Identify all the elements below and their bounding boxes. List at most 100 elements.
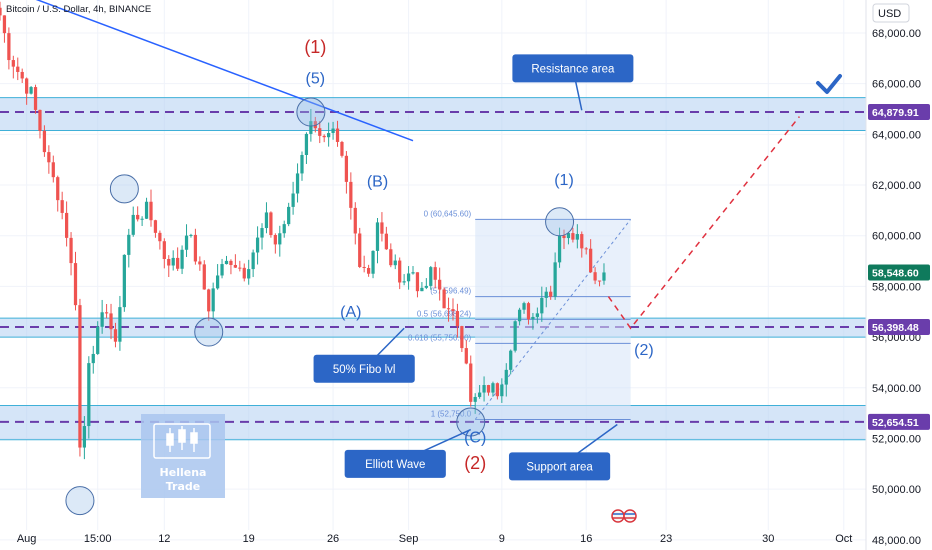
candle-body — [180, 249, 184, 269]
candle-body — [309, 121, 313, 134]
highlight-circle — [194, 317, 224, 347]
watermark-box — [141, 414, 225, 498]
badge-bg — [868, 104, 930, 121]
candle-body — [229, 260, 233, 265]
candle-body — [371, 250, 375, 274]
candle-body — [193, 234, 198, 262]
candle-body — [16, 66, 20, 72]
candle-body — [509, 350, 513, 370]
projection-path — [607, 116, 800, 330]
wave-label: (B) — [367, 173, 388, 190]
flag-icon — [611, 509, 637, 523]
y-tick-label: 54,000.00 — [872, 383, 921, 395]
chart-title: Bitcoin / U.S. Dollar, 4h, BINANCE — [6, 4, 151, 15]
candle-body — [513, 321, 517, 351]
candle-body — [433, 267, 437, 280]
candle-body — [211, 288, 215, 312]
candle-body — [544, 291, 548, 298]
currency-selector[interactable]: USD — [872, 3, 910, 23]
candle-body — [566, 233, 571, 239]
x-tick-label: 19 — [243, 533, 255, 545]
wave-label: (A) — [340, 304, 361, 321]
candle-body — [304, 133, 309, 155]
candle-body — [158, 232, 162, 242]
fibo-50-badge: 56,398.48 — [868, 318, 930, 335]
candle-body — [238, 267, 242, 269]
callout-text: Elliott Wave — [365, 459, 425, 471]
candle-body — [29, 87, 33, 94]
candle-body — [517, 309, 522, 322]
resistance-area-callout: Resistance area — [512, 54, 634, 111]
candle-body — [318, 128, 322, 136]
candle-body — [144, 201, 149, 219]
x-tick-label: 12 — [158, 533, 170, 545]
candle-body — [349, 181, 353, 208]
candles-icon — [153, 423, 211, 459]
y-tick-label: 50,000.00 — [872, 484, 921, 496]
candle-body — [384, 233, 388, 250]
y-tick-label: 60,000.00 — [872, 231, 921, 243]
highlight-circles — [65, 97, 575, 516]
callout-text: Resistance area — [531, 63, 615, 75]
callout-box — [508, 452, 611, 481]
candle-body — [273, 235, 277, 245]
candle-body — [278, 233, 282, 245]
candle-body — [251, 252, 255, 270]
candle-body — [415, 272, 420, 292]
y-tick-label: 62,000.00 — [872, 180, 921, 192]
wave-label: (1) — [554, 172, 574, 189]
candle-body — [282, 224, 286, 234]
candle-body — [242, 267, 246, 279]
x-tick-label: 30 — [762, 533, 774, 545]
candle-body — [224, 260, 229, 265]
candle-body — [540, 297, 544, 314]
highlight-circle — [65, 486, 95, 516]
candle-body — [575, 234, 579, 240]
resistance-zone — [0, 97, 866, 131]
candle-body — [429, 267, 433, 286]
candle-body — [522, 303, 526, 310]
candle-body — [118, 307, 122, 342]
candle-body — [260, 228, 264, 238]
candle-body — [411, 272, 415, 274]
candle-body — [486, 385, 491, 393]
candlesticks — [0, 1, 606, 460]
candle-body — [375, 222, 380, 251]
candle-body — [91, 353, 95, 364]
candle-body — [140, 218, 144, 220]
candle-body — [438, 279, 442, 290]
candle-body — [553, 262, 557, 297]
y-tick-label: 64,000.00 — [872, 129, 921, 141]
candle-body — [562, 235, 566, 239]
candle-body — [593, 272, 597, 281]
candle-body — [122, 254, 126, 308]
candle-body — [353, 207, 357, 234]
candle-body — [25, 78, 29, 94]
candle-body — [460, 326, 464, 349]
descending-trendline — [35, 0, 414, 142]
candle-body — [287, 206, 291, 225]
candle-body — [247, 269, 251, 279]
fib-level-label: 0.618 (55,750.00) — [408, 333, 471, 342]
candle-body — [526, 303, 531, 320]
candle-body — [113, 329, 118, 342]
candle-body — [393, 260, 397, 266]
candle-body — [366, 267, 371, 274]
candle-body — [127, 234, 131, 255]
candle-body — [451, 309, 455, 312]
support-badge: 52,654.51 — [868, 413, 930, 430]
candle-body — [184, 235, 189, 250]
candle-body — [327, 133, 331, 138]
y-tick-label: 48,000.00 — [872, 535, 921, 547]
wave-label: (2) — [634, 342, 654, 359]
candle-body — [131, 214, 135, 235]
candle-body — [78, 305, 82, 448]
candle-body — [580, 234, 584, 249]
badge-label: 58,548.60 — [872, 268, 919, 280]
y-tick-label: 66,000.00 — [872, 79, 921, 91]
candle-body — [584, 248, 588, 250]
candle-body — [220, 264, 224, 276]
candle-body — [162, 241, 166, 260]
axis-labels: 68,000.00 66,000.00 64,000.00 62,000.00 60,0… — [17, 28, 921, 547]
